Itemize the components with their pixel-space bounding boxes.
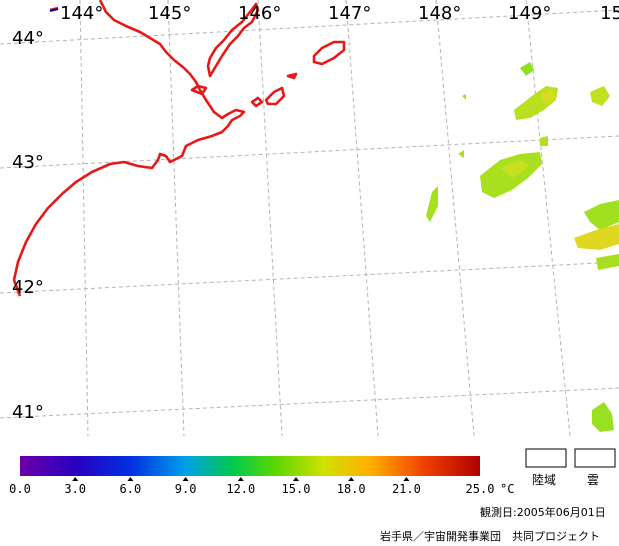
colorbar-tick-label: 18.0 bbox=[337, 482, 366, 496]
land-label: 陸域 bbox=[532, 473, 556, 487]
longitude-labels: 144° 145° 146° 147° 148° 149° 15 bbox=[60, 3, 619, 24]
lat-label: 42° bbox=[12, 277, 44, 298]
cloud-swatch bbox=[574, 448, 616, 468]
colorbar-marker bbox=[72, 477, 79, 481]
colorbar-marker bbox=[237, 477, 244, 481]
legend: 陸域 雲 bbox=[525, 448, 616, 487]
blue-fragment bbox=[49, 8, 59, 12]
lon-label: 149° bbox=[508, 3, 551, 24]
coastline bbox=[12, 0, 346, 297]
colorbar-marker bbox=[293, 477, 299, 481]
colorbar-marker bbox=[182, 477, 189, 481]
colorbar-gradient bbox=[20, 456, 480, 476]
lat-label: 41° bbox=[12, 402, 44, 423]
colorbar-tick-label: 21.0 bbox=[392, 482, 421, 496]
colorbar: 0.0 3.0 6.0 9.0 12.0 15.0 18.0 21.0 25.0 °C bbox=[9, 456, 514, 496]
lon-label: 147° bbox=[328, 3, 371, 24]
colorbar-tick-label: 15.0 bbox=[282, 482, 311, 496]
cloud-label: 雲 bbox=[587, 473, 599, 487]
colorbar-tick-label: 3.0 bbox=[64, 482, 86, 496]
colorbar-tick-label: 25.0 bbox=[466, 482, 495, 496]
credit: 岩手県／宇宙開発事業団 共同プロジェクト bbox=[380, 529, 600, 543]
colorbar-tick-label: 12.0 bbox=[226, 482, 255, 496]
colorbar-marker bbox=[127, 477, 134, 481]
observation-date: 観測日:2005年06月01日 bbox=[480, 505, 606, 519]
colorbar-marker bbox=[348, 477, 355, 481]
lon-label: 146° bbox=[238, 3, 281, 24]
colorbar-tick-label: 6.0 bbox=[120, 482, 142, 496]
latitude-labels: 44° 43° 42° 41° bbox=[12, 28, 44, 423]
lon-label: 145° bbox=[148, 3, 191, 24]
graticule bbox=[0, 0, 619, 437]
colorbar-unit: °C bbox=[500, 482, 514, 496]
land-swatch bbox=[525, 448, 567, 468]
lon-label: 15 bbox=[600, 3, 619, 24]
colorbar-marker bbox=[403, 477, 410, 481]
sst-patches bbox=[426, 62, 619, 432]
lat-label: 43° bbox=[12, 152, 44, 173]
colorbar-tick-label: 9.0 bbox=[175, 482, 197, 496]
lon-label: 144° bbox=[60, 3, 103, 24]
lon-label: 148° bbox=[418, 3, 461, 24]
lat-label: 44° bbox=[12, 28, 44, 49]
colorbar-tick-label: 0.0 bbox=[9, 482, 31, 496]
